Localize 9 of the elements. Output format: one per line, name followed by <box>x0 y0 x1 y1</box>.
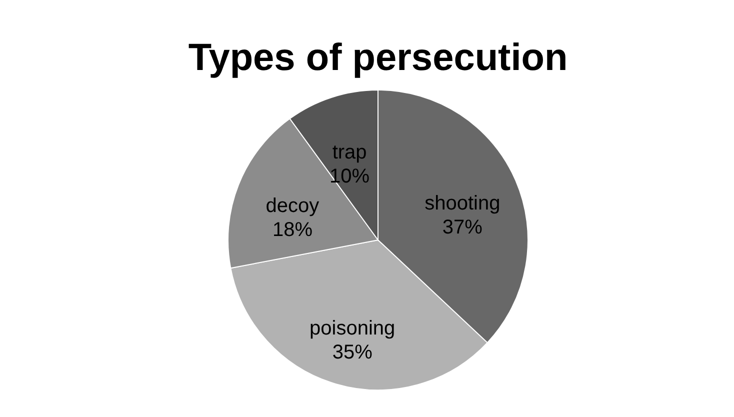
data-label: 35% <box>332 341 373 364</box>
slice-label: shooting <box>424 192 500 214</box>
data-label: 18% <box>272 219 313 242</box>
chart-title: Types of persecution <box>188 37 568 79</box>
slice-label: decoy <box>266 195 320 218</box>
data-label: 10% <box>330 166 370 188</box>
data-label: 37% <box>442 216 483 238</box>
slice-label: trap <box>332 142 367 164</box>
slice-label: poisoning <box>310 317 396 340</box>
